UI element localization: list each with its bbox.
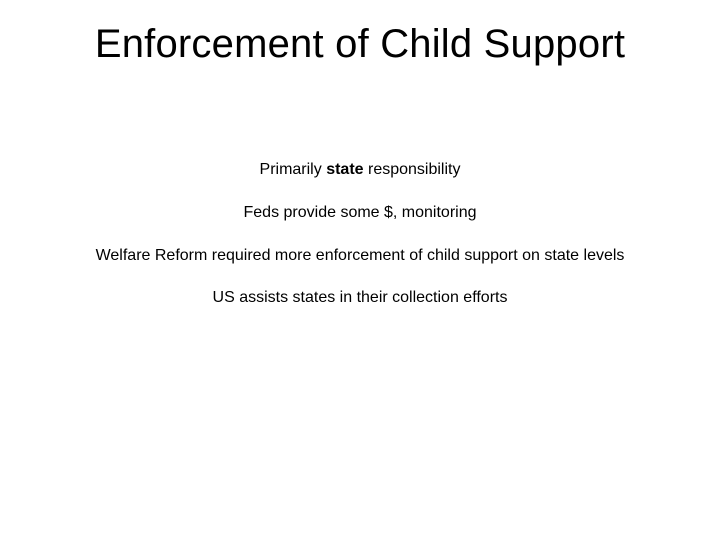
line1-pre: Primarily [260,161,327,178]
slide-title: Enforcement of Child Support [0,22,720,67]
bullet-line-4: US assists states in their collection ef… [0,288,720,309]
line1-bold: state [326,161,363,178]
slide-body: Primarily state responsibility Feds prov… [0,160,720,331]
slide: Enforcement of Child Support Primarily s… [0,0,720,540]
bullet-line-1: Primarily state responsibility [0,160,720,181]
line1-post: responsibility [364,161,461,178]
bullet-line-2: Feds provide some $, monitoring [0,203,720,224]
bullet-line-3: Welfare Reform required more enforcement… [0,246,720,267]
